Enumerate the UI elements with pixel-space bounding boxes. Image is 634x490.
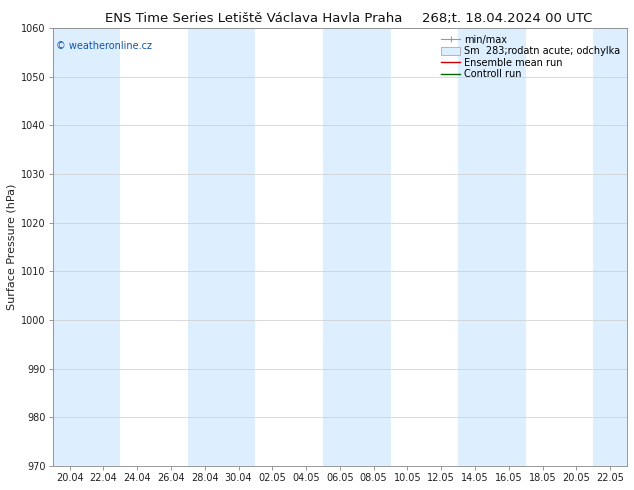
Bar	[53, 28, 120, 466]
Legend: min/max, Sm  283;rodatn acute; odchylka, Ensemble mean run, Controll run: min/max, Sm 283;rodatn acute; odchylka, …	[439, 33, 622, 81]
Bar	[458, 28, 526, 466]
Bar	[188, 28, 256, 466]
Text: ENS Time Series Letiště Václava Havla Praha: ENS Time Series Letiště Václava Havla Pr…	[105, 12, 403, 25]
Bar	[323, 28, 391, 466]
Y-axis label: Surface Pressure (hPa): Surface Pressure (hPa)	[7, 184, 17, 310]
Bar	[593, 28, 627, 466]
Text: 268;t. 18.04.2024 00 UTC: 268;t. 18.04.2024 00 UTC	[422, 12, 592, 25]
Text: © weatheronline.cz: © weatheronline.cz	[56, 41, 152, 51]
